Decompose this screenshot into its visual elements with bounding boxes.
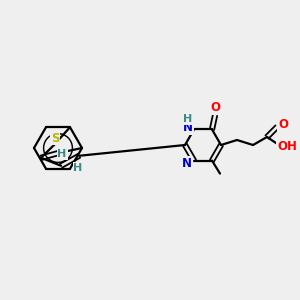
Text: O: O <box>210 101 220 114</box>
Text: S: S <box>51 132 59 145</box>
Text: H: H <box>74 163 83 173</box>
Text: N: N <box>182 157 192 170</box>
Text: H: H <box>57 149 67 159</box>
Text: OH: OH <box>277 140 297 152</box>
Text: H: H <box>183 114 193 124</box>
Text: O: O <box>278 118 288 131</box>
Text: N: N <box>183 121 193 134</box>
